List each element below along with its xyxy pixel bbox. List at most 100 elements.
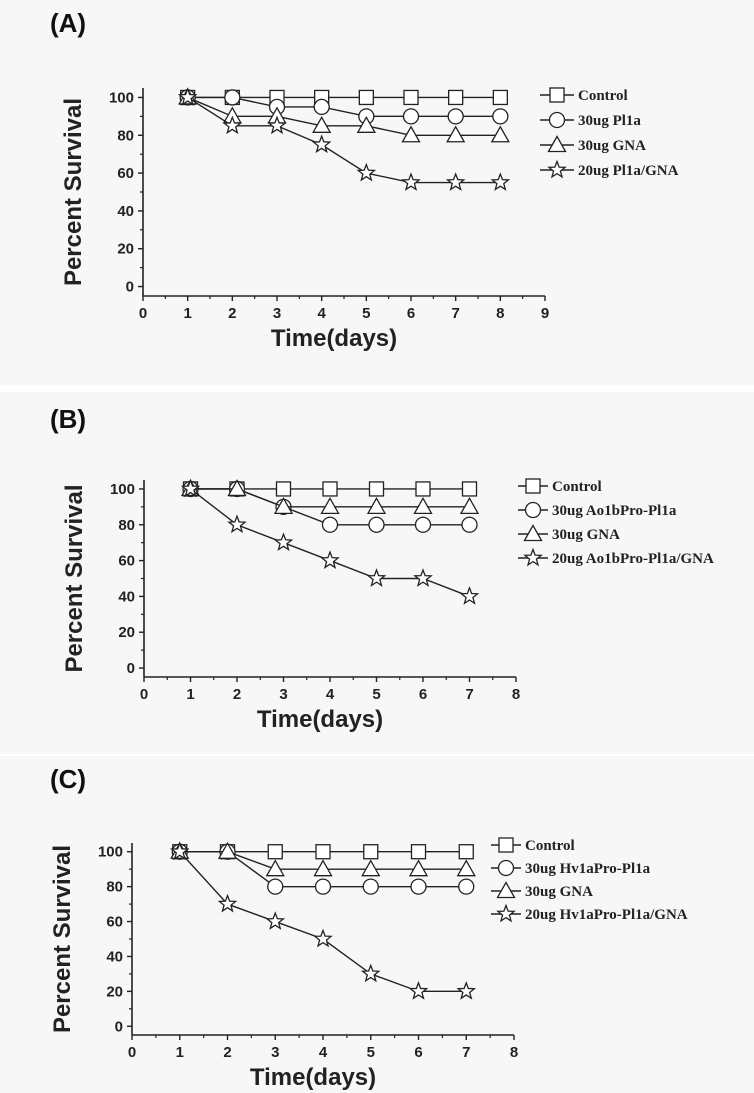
y-tick-label: 0 (126, 279, 134, 296)
data-point-square (415, 481, 431, 497)
data-point-square (267, 844, 283, 860)
x-tick-label: 1 (176, 1044, 184, 1061)
data-point-circle (461, 516, 478, 533)
series-line (187, 96, 501, 184)
data-point-circle (321, 516, 339, 533)
data-point-triangle (313, 859, 333, 877)
y-tick-label: 40 (106, 948, 123, 965)
y-tick-label: 80 (118, 517, 135, 534)
legend-entry: Control (491, 837, 575, 854)
panel-a: (A) 0 1 2 3 4 5 6 7 8 9 0 20 40 60 80 100 Time(days) Perc… (0, 0, 754, 385)
x-tick-label: 3 (273, 305, 281, 322)
y-tick-label: 80 (117, 127, 134, 144)
data-point-triangle (273, 497, 294, 515)
data-point-circle (447, 108, 464, 125)
legend-label: 30ug Pl1a (578, 113, 641, 129)
x-tick-label: 7 (462, 1044, 470, 1061)
legend-marker-star (523, 547, 543, 567)
data-point-triangle (227, 479, 247, 497)
panel-label-b: (B) (50, 404, 87, 434)
y-tick-label: 100 (109, 89, 134, 106)
legend-entry: 30ug Ao1bPro-Pl1a (518, 501, 677, 519)
data-point-square (315, 844, 331, 860)
x-tick-label: 4 (326, 686, 335, 703)
data-point-circle (224, 89, 241, 106)
data-point-star (401, 172, 421, 191)
series-star (180, 478, 480, 605)
x-tick-label: 8 (510, 1044, 518, 1061)
data-point-star (445, 172, 466, 191)
y-tick-label: 100 (110, 481, 135, 498)
data-point-square (492, 89, 508, 106)
x-tick-label: 4 (319, 1044, 328, 1061)
legend-label: Control (552, 479, 602, 495)
legend-entry: 20ug Ao1bPro-Pl1a/GNA (518, 547, 714, 567)
x-tick-label: 6 (407, 305, 415, 322)
data-point-star (408, 981, 429, 1000)
x-tick-label: 6 (414, 1044, 422, 1061)
series-circle (171, 843, 475, 895)
series-line (187, 96, 501, 136)
x-tick-label: 2 (233, 686, 241, 703)
x-tick-label: 0 (140, 686, 148, 703)
series-star (169, 841, 477, 1000)
legend-label: 20ug Hv1aPro-Pl1a/GNA (525, 907, 688, 923)
data-point-star (360, 963, 381, 983)
data-point-star (265, 911, 286, 930)
legend-marker-triangle (547, 135, 567, 153)
data-point-star (267, 115, 287, 135)
data-point-star (456, 981, 477, 1000)
legend-marker-circle (497, 859, 515, 877)
series-triangle (180, 479, 480, 515)
data-point-triangle (401, 125, 421, 143)
data-point-circle (314, 878, 332, 895)
data-point-square (363, 844, 379, 860)
y-tick-label: 80 (106, 879, 123, 896)
data-point-square (458, 844, 474, 860)
legend-marker-square (525, 478, 541, 494)
x-tick-label: 6 (419, 686, 427, 703)
chart-a: 0 1 2 3 4 5 6 7 8 9 0 20 40 60 80 100 Time(days) Percent … (60, 87, 679, 352)
legend-label: 30ug GNA (578, 138, 646, 154)
legend-label: 20ug Ao1bPro-Pl1a/GNA (552, 551, 714, 567)
data-point-triangle (356, 115, 376, 133)
data-point-star (459, 586, 480, 605)
x-tick-label: 5 (367, 1044, 375, 1061)
x-tick-label: 0 (128, 1044, 136, 1061)
data-point-triangle (459, 497, 480, 515)
data-point-square (275, 481, 292, 497)
y-tick-label: 40 (118, 588, 135, 605)
y-tick-label: 40 (117, 203, 134, 220)
x-tick-label: 0 (139, 305, 147, 322)
panel-label-c: (C) (50, 764, 87, 794)
data-point-star (413, 568, 433, 587)
legend-marker-star (496, 903, 516, 923)
data-point-triangle (217, 841, 238, 859)
x-tick-label: 3 (279, 686, 287, 703)
data-point-triangle (413, 497, 433, 515)
legend-marker-square (549, 87, 565, 103)
y-axis-label: Percent Survival (60, 98, 87, 286)
legend-label: Control (525, 838, 575, 854)
data-point-triangle (366, 497, 387, 515)
data-point-star (366, 568, 387, 587)
legend-entry: Control (518, 478, 602, 495)
y-tick-label: 20 (117, 241, 134, 258)
x-axis-label: Time(days) (271, 325, 397, 352)
data-point-triangle (408, 859, 429, 877)
x-tick-label: 8 (496, 305, 504, 322)
legend-entry: 20ug Hv1aPro-Pl1a/GNA (491, 903, 688, 923)
data-point-star (356, 162, 377, 182)
data-point-square (368, 481, 385, 497)
data-point-circle (368, 516, 385, 533)
legend-label: 30ug GNA (552, 527, 620, 543)
legend-marker-circle (524, 501, 542, 519)
data-point-square (403, 89, 419, 106)
y-tick-label: 60 (106, 914, 123, 931)
data-point-star (180, 478, 201, 498)
legend-marker-star (547, 159, 567, 179)
y-axis-label: Percent Survival (49, 845, 76, 1033)
legend-label: 30ug GNA (525, 884, 593, 900)
